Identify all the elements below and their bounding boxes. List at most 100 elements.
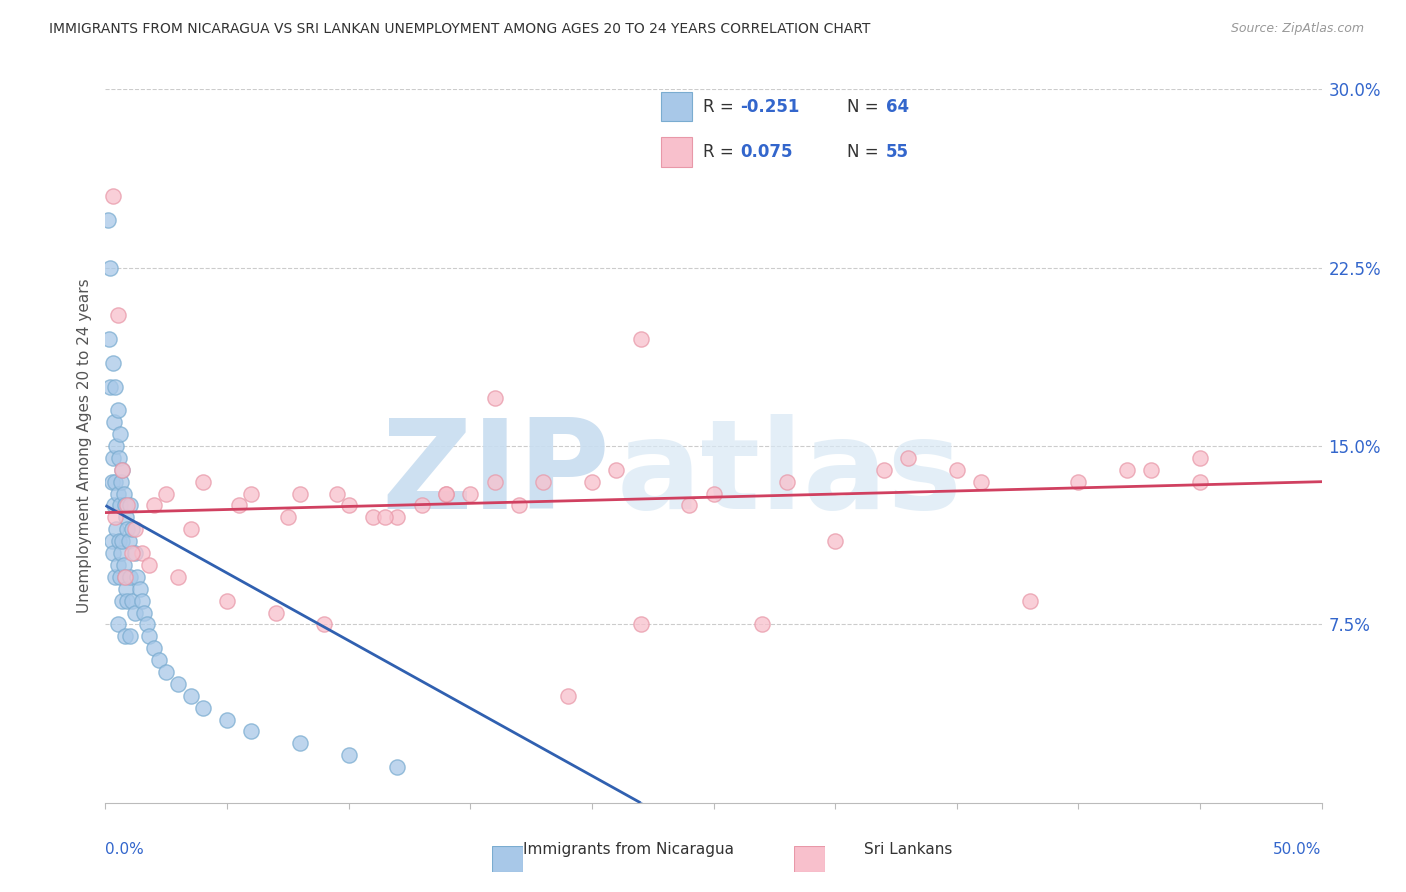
Point <box>484 392 506 406</box>
FancyBboxPatch shape <box>492 846 523 872</box>
Point <box>114 570 136 584</box>
Point <box>180 522 202 536</box>
FancyBboxPatch shape <box>794 846 825 872</box>
Point <box>107 558 129 572</box>
Text: 55: 55 <box>886 143 908 161</box>
Text: R =: R = <box>703 98 740 116</box>
Point <box>678 499 700 513</box>
Point <box>101 189 124 203</box>
Point <box>101 546 124 560</box>
Point <box>108 570 131 584</box>
Point <box>387 760 409 774</box>
Point <box>228 499 250 513</box>
Text: -0.251: -0.251 <box>740 98 799 116</box>
Point <box>124 606 146 620</box>
Point <box>277 510 299 524</box>
Point <box>121 546 143 560</box>
Point <box>508 499 530 513</box>
Point <box>114 499 136 513</box>
Text: 0.0%: 0.0% <box>105 842 145 857</box>
Point <box>112 558 135 572</box>
Point <box>1018 593 1040 607</box>
Point <box>112 486 135 500</box>
Point <box>240 486 263 500</box>
Point <box>605 463 627 477</box>
Point <box>191 475 214 489</box>
Point <box>337 748 360 763</box>
Point <box>114 629 136 643</box>
Point <box>630 332 652 346</box>
Point <box>121 593 143 607</box>
Point <box>107 617 129 632</box>
Point <box>775 475 797 489</box>
Point <box>873 463 896 477</box>
Point <box>897 450 920 465</box>
Point <box>361 510 384 524</box>
Point <box>155 665 177 679</box>
Point <box>111 534 134 549</box>
Point <box>110 475 132 489</box>
Point <box>1189 475 1212 489</box>
Point <box>411 499 433 513</box>
FancyBboxPatch shape <box>661 92 693 121</box>
Point <box>104 570 127 584</box>
Point <box>180 689 202 703</box>
Point <box>143 499 166 513</box>
Point <box>103 499 125 513</box>
Point <box>970 475 993 489</box>
Text: atlas: atlas <box>616 414 962 535</box>
Point <box>107 486 129 500</box>
Point <box>98 379 121 393</box>
Point <box>118 499 141 513</box>
Point <box>103 415 125 429</box>
Text: Sri Lankans: Sri Lankans <box>863 842 952 857</box>
Point <box>125 570 148 584</box>
Point <box>115 510 138 524</box>
Point <box>117 593 139 607</box>
Point <box>108 534 131 549</box>
Point <box>105 439 128 453</box>
Point <box>945 463 967 477</box>
Point <box>557 689 579 703</box>
Point <box>107 403 129 417</box>
Point <box>108 427 131 442</box>
Point <box>167 677 190 691</box>
Point <box>110 546 132 560</box>
Point <box>104 475 127 489</box>
Point <box>100 475 122 489</box>
Point <box>111 593 134 607</box>
Point <box>1067 475 1090 489</box>
Point <box>484 475 506 489</box>
Text: N =: N = <box>846 143 884 161</box>
Point <box>117 499 139 513</box>
Point <box>98 260 121 275</box>
Point <box>111 463 134 477</box>
Point <box>121 522 143 536</box>
Point <box>824 534 846 549</box>
Point <box>97 213 120 227</box>
Point <box>288 736 311 750</box>
Point <box>107 308 129 322</box>
Point <box>115 582 138 596</box>
Text: Source: ZipAtlas.com: Source: ZipAtlas.com <box>1230 22 1364 36</box>
Point <box>325 486 347 500</box>
Point <box>124 522 146 536</box>
Point <box>138 629 160 643</box>
Point <box>118 570 141 584</box>
Point <box>314 617 336 632</box>
FancyBboxPatch shape <box>661 137 693 167</box>
Point <box>105 522 128 536</box>
Point <box>434 486 457 500</box>
Text: N =: N = <box>846 98 884 116</box>
Point <box>155 486 177 500</box>
Point <box>630 617 652 632</box>
Y-axis label: Unemployment Among Ages 20 to 24 years: Unemployment Among Ages 20 to 24 years <box>76 278 91 614</box>
Point <box>191 700 214 714</box>
Point <box>117 534 139 549</box>
Point <box>288 486 311 500</box>
Point <box>143 641 166 656</box>
Point <box>128 582 150 596</box>
Point <box>531 475 554 489</box>
Point <box>131 546 153 560</box>
Text: 50.0%: 50.0% <box>1274 842 1322 857</box>
